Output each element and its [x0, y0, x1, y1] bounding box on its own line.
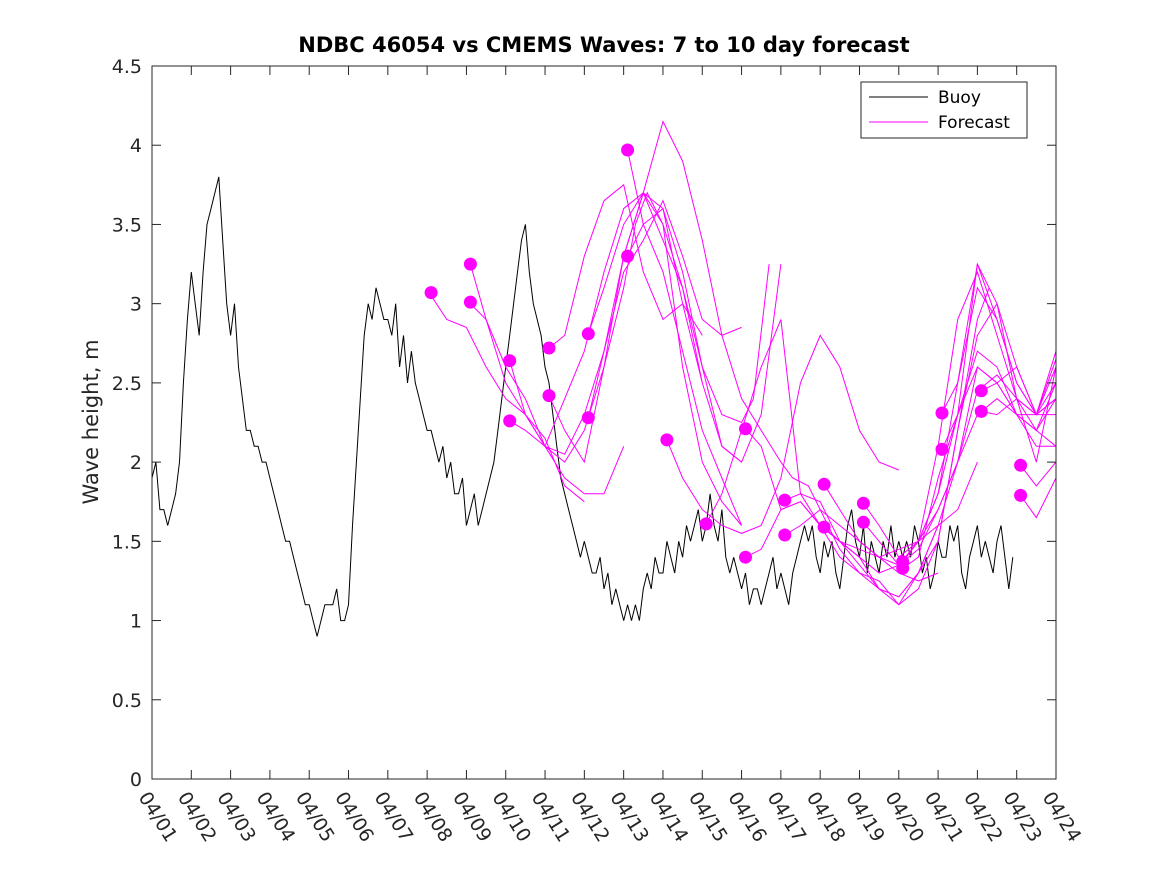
forecast-marker-17	[778, 528, 792, 542]
y-tick-label: 1	[130, 611, 142, 633]
forecast-series-line-27	[981, 397, 1057, 432]
forecast-series-line-3	[470, 191, 742, 526]
forecast-marker-18	[817, 477, 831, 491]
forecast-marker-5	[503, 414, 517, 428]
forecast-marker-13	[699, 517, 713, 531]
forecast-series-line-10	[627, 149, 782, 463]
y-tick-label: 0	[130, 769, 142, 791]
y-tick-label: 1.5	[112, 531, 142, 553]
forecast-marker-24	[935, 406, 949, 420]
y-tick-label: 2.5	[112, 373, 142, 395]
forecast-marker-10	[621, 143, 635, 157]
forecast-marker-9	[581, 411, 595, 425]
forecast-series-line-16	[784, 302, 1057, 606]
forecast-series-line-26	[981, 366, 1056, 416]
y-tick-label: 3	[130, 294, 142, 316]
forecast-series-line-28	[1020, 461, 1057, 487]
forecast-series-line-9	[587, 199, 742, 418]
legend: Buoy Forecast	[860, 81, 1028, 139]
forecast-marker-16	[778, 493, 792, 507]
axes-frame	[151, 65, 1057, 780]
legend-box	[860, 81, 1028, 139]
legend-buoy-label: Buoy	[938, 88, 981, 108]
forecast-marker-20	[856, 496, 870, 510]
chart-title: NDBC 46054 vs CMEMS Waves: 7 to 10 day f…	[298, 33, 909, 57]
y-tick-label: 4.5	[112, 56, 142, 78]
forecast-marker-3	[463, 295, 477, 309]
forecast-series-line-23	[902, 366, 1057, 569]
forecast-marker-19	[817, 520, 831, 534]
forecast-marker-21	[856, 515, 870, 529]
buoy-series-line	[151, 176, 1014, 637]
forecast-marker-1	[424, 286, 438, 300]
y-axis-label: Wave height, m	[79, 339, 103, 504]
forecast-marker-25	[935, 442, 949, 456]
forecast-marker-4	[503, 354, 517, 368]
forecast-marker-15	[739, 550, 752, 564]
forecast-series-line-11	[627, 223, 743, 526]
y-tick-label: 3.5	[112, 214, 142, 236]
forecast-marker-8	[581, 327, 595, 341]
y-tick-label: 4	[130, 135, 142, 157]
forecast-series-line-29	[1020, 477, 1057, 519]
forecast-marker-29	[1014, 488, 1028, 502]
forecast-marker-23	[896, 561, 910, 575]
forecast-series-line-1	[430, 295, 585, 503]
forecast-series-line-22	[902, 270, 1057, 563]
forecast-marker-27	[974, 404, 988, 418]
legend-forecast-label: Forecast	[938, 113, 1010, 133]
forecast-marker-7	[542, 389, 556, 403]
forecast-series-line-12	[666, 334, 899, 534]
forecast-series-line-25	[941, 350, 1056, 450]
series-layer	[151, 120, 1057, 637]
forecast-marker-26	[974, 384, 988, 398]
plot-area	[152, 66, 1056, 779]
forecast-marker-2	[463, 257, 477, 271]
y-tick-label: 2	[130, 452, 142, 474]
y-tick-label: 0.5	[112, 690, 142, 712]
forecast-marker-28	[1014, 458, 1028, 472]
forecast-series-line-24	[941, 262, 1057, 463]
forecast-marker-14	[739, 422, 752, 436]
forecast-marker-11	[621, 249, 635, 263]
forecast-series-line-6	[548, 183, 703, 349]
forecast-marker-12	[660, 433, 674, 447]
forecast-marker-6	[542, 341, 556, 355]
